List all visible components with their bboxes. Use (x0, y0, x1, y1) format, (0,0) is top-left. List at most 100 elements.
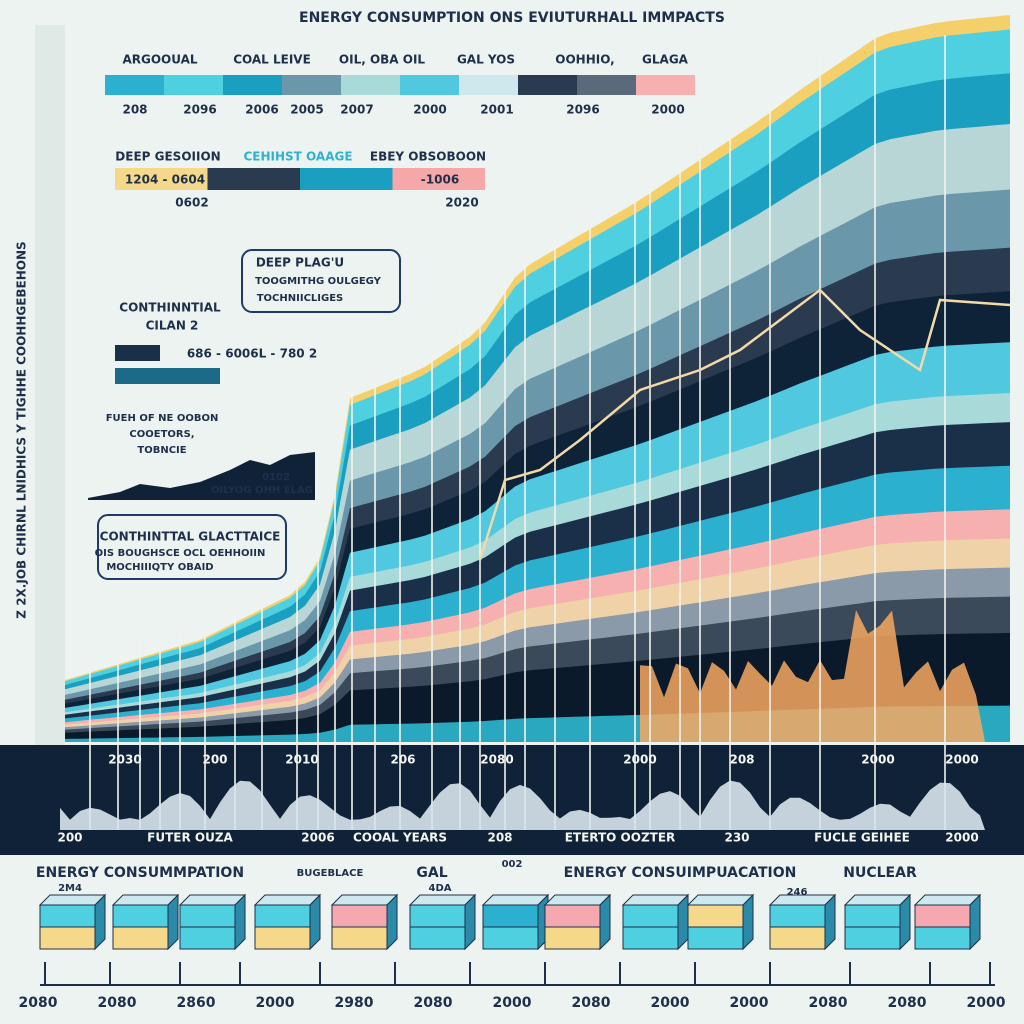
x-tick-label: 2000 (945, 753, 978, 767)
legend-swatch (164, 75, 223, 95)
cube-front (179, 904, 236, 928)
annotation: COOETORS, (129, 429, 194, 440)
cube-front (112, 904, 169, 928)
cube-front (544, 926, 601, 950)
cube-front (914, 926, 971, 950)
section-heading: BUGEBLACE (297, 868, 364, 879)
strip-label: 230 (724, 831, 749, 845)
section-heading: ENERGY CONSUIMPUACATION (564, 865, 797, 881)
annotation: FUEH OF NE OOBON (106, 413, 219, 424)
x-tick-label: 2080 (480, 753, 513, 767)
y-axis-label: Z 2X.JOB CHIRNL LNIDHICS Y TIGHHE COOHHG… (15, 241, 29, 618)
annotation: 0102 (262, 472, 290, 483)
cube-front (482, 904, 539, 928)
legend-top: ARGOOUAL COAL LEIVE OIL, OBA OIL GAL YOS… (122, 53, 688, 117)
axis-labels: 2030 200 2010 206 2080 2000 208 2000 2000 200 FUTE… (19, 753, 1006, 1012)
x-tick-label: 208 (729, 753, 754, 767)
timeline-label: 2000 (651, 995, 690, 1011)
section-heading: GAL (416, 865, 447, 881)
small-label: 246 (787, 887, 808, 898)
decorations (38, 35, 1011, 986)
cube-side (94, 893, 106, 951)
x-tick-label: 2000 (623, 753, 656, 767)
strip-label: 200 (57, 831, 82, 845)
section-heading: ENERGY CONSUMMPATION (36, 865, 244, 881)
legend-swatch (518, 75, 577, 95)
cube-side (167, 893, 179, 951)
mountains (60, 780, 985, 830)
annotation: DEEP PLAG'U (256, 256, 344, 270)
cube-front (622, 904, 679, 928)
legend-swatch (392, 168, 485, 190)
legend-label: OIL, OBA OIL (339, 53, 426, 67)
cube-top (621, 894, 690, 906)
legend-marker: 2020 (445, 196, 478, 210)
cube-front (254, 904, 311, 928)
callout-box (241, 249, 401, 313)
x-tick-label: 2030 (108, 753, 141, 767)
cube-front (112, 926, 169, 950)
cube-front (769, 926, 826, 950)
legend-swatch (115, 168, 208, 190)
cube-side (824, 893, 836, 951)
legend-year: 2006 (245, 103, 278, 117)
legend-swatch (223, 75, 282, 95)
legend-swatch (459, 75, 518, 95)
cube-front (331, 904, 388, 928)
cube-top (253, 894, 322, 906)
cube-front (409, 904, 466, 928)
annotation: OIS BOUGHSCE OCL OEHHOIIN (95, 548, 266, 559)
annotation: TOOGMITHG OULGEGY (255, 276, 382, 287)
legend-swatch (115, 345, 160, 361)
cube-top (686, 894, 755, 906)
left-strip (35, 25, 65, 745)
cube-top (38, 894, 107, 906)
legend-swatch (115, 368, 220, 384)
strip-label: FUTER OUZA (147, 831, 233, 845)
timeline-label: 2080 (888, 995, 927, 1011)
cube-side (969, 893, 981, 951)
legend-label: EBEY OBSOBOON (370, 150, 486, 164)
legend-label: CEHIHST OAAGE (243, 150, 352, 164)
peaks (640, 610, 985, 742)
cube-front (482, 926, 539, 950)
strip-label: COOAL YEARS (353, 831, 447, 845)
cube-front (39, 926, 96, 950)
legend-swatch (207, 168, 300, 190)
strip-label: 2000 (945, 831, 978, 845)
strip-label: ETERTO OOZTER (565, 831, 676, 845)
small-label: 2M4 (58, 883, 82, 894)
x-tick-label: 2000 (861, 753, 894, 767)
annotation: 686 - 6006L - 780 2 (187, 347, 317, 361)
legend-swatch (636, 75, 695, 95)
timeline-label: 2860 (177, 995, 216, 1011)
legend-swatch (341, 75, 400, 95)
legend-label: COAL LEIVE (233, 53, 311, 67)
legend-year: 2096 (566, 103, 599, 117)
legend-range: -1006 (421, 173, 459, 187)
legend-label: GLAGA (642, 53, 689, 67)
annotation: TOCHNIICLIGES (257, 293, 344, 304)
cube-top (481, 894, 550, 906)
cube-front (254, 926, 311, 950)
legend-year: 2007 (340, 103, 373, 117)
annotations: DEEP PLAG'U TOOGMITHG OULGEGY TOCHNIICLI… (95, 256, 382, 574)
cube-front (409, 926, 466, 950)
cube-side (234, 893, 246, 951)
cube-side (386, 893, 398, 951)
annotation: OILYOG OHH ELAG (211, 485, 313, 496)
callout-box (97, 514, 287, 580)
stacked-areas (35, 15, 1010, 745)
legend-marker: 0602 (175, 196, 208, 210)
cube-front (914, 904, 971, 928)
small-label: 4DA (429, 883, 452, 894)
trend-line (478, 288, 1011, 561)
cube-front (39, 904, 96, 928)
x-tick-label: 2010 (285, 753, 318, 767)
annotation: MOCHIIIQTY OBAID (106, 562, 213, 573)
timeline-label: 2000 (730, 995, 769, 1011)
x-tick-label: 200 (202, 753, 227, 767)
legend-label: GAL YOS (457, 53, 515, 67)
strip-label: FUCLE GEIHEE (814, 831, 910, 845)
